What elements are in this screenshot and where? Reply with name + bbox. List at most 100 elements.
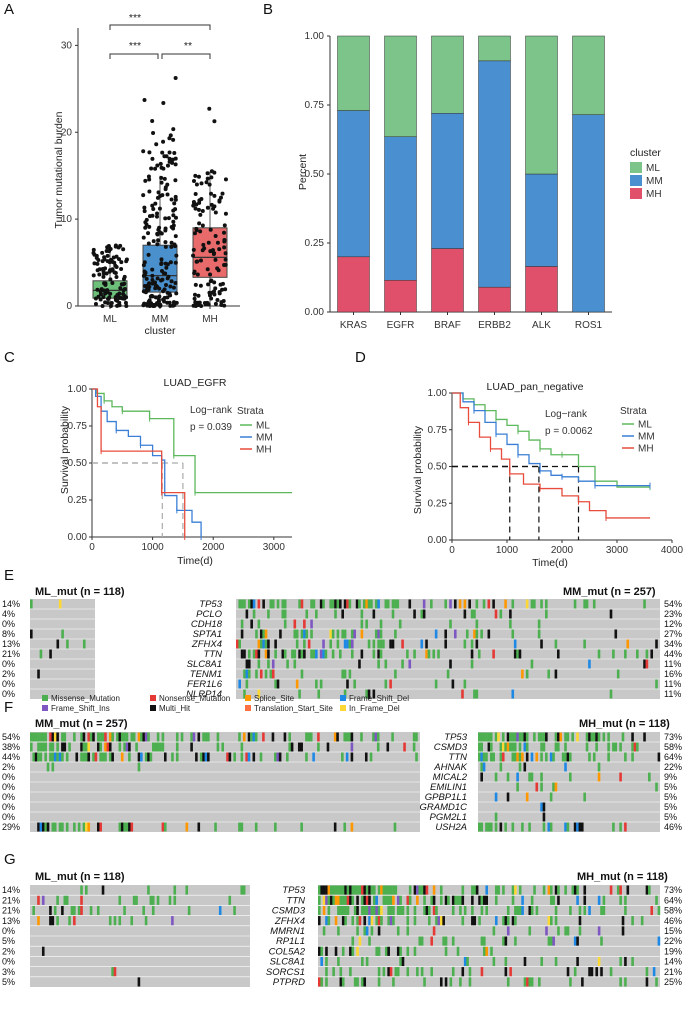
panelG-right-mutation-cell [506, 905, 510, 916]
panelE-right-mutation-cell [295, 639, 299, 649]
panelG-right-mutation-cell [473, 916, 477, 926]
panelF-right-mutation-cell [547, 822, 551, 832]
panelG-right-mutation-cell [339, 885, 343, 895]
panelG-left-mutation-cell [89, 905, 93, 916]
panel-a-point [101, 274, 106, 279]
panel-a-point [209, 296, 214, 301]
panelG-right-mutation-cell [322, 895, 326, 905]
panelF-right-mutation-cell [535, 782, 539, 792]
panelG-right-mutation-cell [449, 977, 453, 987]
panel-b-ylabel: Percent [297, 154, 309, 190]
panelG-left-mutation-cell [113, 967, 117, 977]
panelF-right-mutation-cell [492, 752, 495, 762]
panelE-right-mutation-cell [274, 679, 277, 689]
panelF-right-mutation-cell [542, 742, 546, 752]
panelF-left-mutation-cell [140, 732, 143, 742]
panel-a-point [121, 277, 126, 282]
panelG-right-mutation-cell [600, 936, 603, 946]
panel-a-ytick-label: 0 [66, 301, 72, 312]
panelG-right-mutation-cell [318, 977, 321, 987]
panel-a-point [213, 301, 218, 306]
panelG-gene-label: TP53 [282, 885, 305, 896]
panelG-right-pct: 15% [664, 926, 682, 936]
panelF-left-mutation-cell [333, 822, 337, 832]
panel-a-point [219, 303, 224, 308]
panelF-left-mutation-cell [41, 732, 45, 742]
panel-a-point [98, 297, 103, 302]
panelG-right-mutation-cell [325, 967, 328, 977]
panelF-left-mutation-cell [238, 732, 241, 742]
panelE-right-mutation-cell [530, 599, 534, 609]
panelE-right-mutation-cell [283, 649, 287, 659]
panel-a-point [157, 206, 162, 211]
panel-a-point [165, 182, 170, 187]
panelG-right-mutation-cell [538, 977, 541, 987]
panelF-right-mutation-cell [530, 772, 534, 782]
panelE-right-mutation-cell [271, 659, 275, 669]
panelF-left-mutation-cell [317, 732, 320, 742]
panelG-right-mutation-cell [576, 956, 579, 967]
panelG-right-mutation-cell [516, 905, 520, 916]
panelE-right-mutation-cell [257, 649, 261, 659]
panelG-left-mutation-cell [108, 916, 112, 926]
panelE-right-mutation-cell [609, 689, 613, 699]
panel-a-xtick-label: ML [103, 314, 117, 325]
panelF-left-mutation-cell [161, 742, 165, 752]
mutation-legend-label: Missense_Mutation [51, 694, 120, 703]
panelG-left-mutation-cell [142, 905, 145, 916]
panel-c-legend-label: ML [256, 421, 270, 432]
panelE-left-pct: 2% [2, 669, 15, 679]
panelG-right-mutation-cell [578, 926, 582, 936]
panelE-right-mutation-cell [305, 629, 309, 639]
panel-a-point [146, 174, 151, 179]
panelF-left-mutation-cell [137, 762, 141, 772]
panel-c-ytick-label: 0.50 [68, 458, 88, 469]
panelG-right-mutation-cell [569, 977, 572, 987]
panel-a-point [153, 295, 158, 300]
panelF-left-mutation-cell [202, 752, 205, 762]
panel-a-point [123, 300, 128, 305]
panelG-gene-label: SLC8A1 [270, 957, 305, 968]
panelF-left-mutation-cell [163, 822, 167, 832]
panelF-right-mutation-cell [554, 732, 558, 742]
panelE-right-mutation-cell [592, 599, 596, 609]
panelF-left-mutation-cell [216, 742, 220, 752]
panelF-right-mutation-cell [480, 752, 483, 762]
panelG-left-mutation-cell [144, 916, 148, 926]
panelG-right-pct: 25% [664, 977, 682, 987]
panelF-left-mutation-cell [254, 732, 258, 742]
panel-d-logrank: Log−rank [545, 409, 588, 420]
panelF-left-mutation-cell [111, 752, 114, 762]
panel-a-point [163, 187, 168, 192]
panelF-left-mutation-cell [39, 742, 43, 752]
panelF-left-mutation-cell [147, 752, 150, 762]
panelG-right-mutation-cell [454, 895, 457, 905]
panelE-right-mutation-cell [264, 639, 268, 649]
panel-d-ytick-label: 0.00 [428, 535, 448, 546]
panelF-gene-label: AHNAK [433, 762, 467, 773]
panel-a-point [157, 286, 162, 291]
panelE-right-mutation-cell [238, 679, 241, 689]
panelF-left-mutation-cell [61, 822, 64, 832]
panelE-right-mutation-cell [554, 669, 558, 679]
panel-a-point [206, 282, 211, 287]
panelF-right-mutation-cell [619, 772, 622, 782]
panelF-left-mutation-cell [175, 742, 179, 752]
panelF-right-pct: 22% [664, 762, 682, 772]
panelG-right-mutation-cell [573, 936, 577, 946]
panelE-right-mutation-cell [305, 609, 309, 619]
panel-a-point [162, 176, 167, 181]
panelF-right-mutation-cell [571, 732, 574, 742]
panelF-left-mutation-cell [39, 732, 43, 742]
panelG-right-mutation-cell [535, 905, 539, 916]
panelF-left-mutation-cell [58, 822, 62, 832]
panel-b-bar-mh-braf [431, 248, 464, 313]
panelF-left-mutation-cell [128, 822, 131, 832]
sig-star-top: *** [129, 12, 141, 24]
panelF-left-mutation-cell [283, 732, 287, 742]
panelE-right-mutation-cell [293, 659, 297, 669]
panelE-right-mutation-cell [453, 629, 457, 639]
panel-a-point [198, 212, 203, 217]
panel-label-a: A [4, 1, 14, 18]
panelG-right-mutation-cell [370, 885, 374, 895]
